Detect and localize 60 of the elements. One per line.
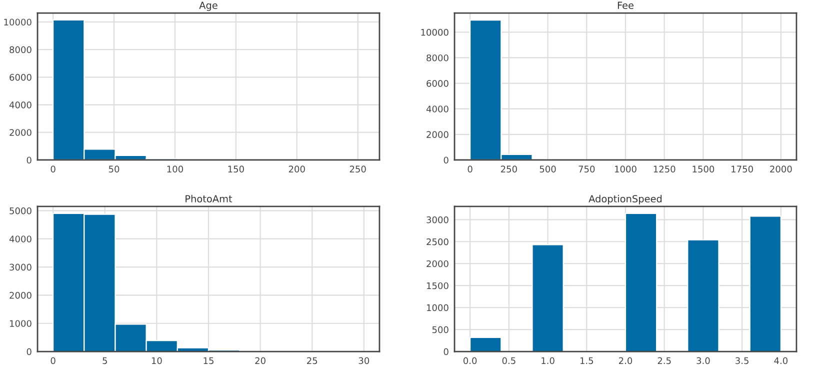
y-tick-label: 2500 — [426, 238, 448, 246]
y-tick-label: 2000 — [10, 129, 32, 136]
x-tick-label: 1500 — [692, 166, 714, 173]
x-tick-label: 0 — [50, 166, 56, 173]
y-tick-label: 2000 — [426, 131, 448, 138]
y-tick-label: 10000 — [4, 18, 32, 26]
x-tick-label: 15 — [204, 357, 214, 364]
x-tick-label: 1750 — [732, 166, 753, 173]
x-tick-label: 25 — [307, 357, 318, 364]
x-tick-label: 200 — [288, 166, 305, 173]
y-tick-label: 6000 — [10, 74, 32, 81]
x-tick-label: 50 — [108, 166, 120, 173]
x-tick-label: 250 — [350, 166, 366, 173]
y-tick-label: 0 — [444, 156, 448, 164]
x-tick-label: 2000 — [770, 166, 792, 173]
y-tick-label: 1500 — [426, 282, 448, 290]
y-tick-label: 4000 — [426, 106, 448, 112]
chart-title: Fee — [618, 2, 634, 9]
x-tick-label: 5 — [102, 357, 107, 364]
y-tick-label: 2000 — [426, 260, 448, 268]
y-tick-label: 5000 — [10, 207, 32, 214]
x-tick-label: 1000 — [615, 166, 636, 173]
y-tick-label: 8000 — [426, 54, 448, 62]
chart-title: PhotoAmt — [186, 194, 232, 202]
x-tick-label: 0 — [468, 166, 472, 173]
y-tick-label: 1000 — [426, 304, 448, 312]
x-tick-label: 3.0 — [696, 357, 710, 364]
x-tick-label: 2.0 — [618, 357, 632, 364]
x-tick-label: 1.5 — [580, 357, 594, 364]
y-tick-label: 6000 — [426, 80, 448, 87]
y-tick-label: 4000 — [9, 102, 32, 108]
x-tick-label: 30 — [358, 357, 370, 364]
y-tick-label: 1000 — [10, 320, 32, 327]
x-tick-label: 750 — [578, 166, 595, 173]
x-tick-label: 500 — [540, 166, 556, 173]
y-tick-label: 0 — [26, 348, 32, 356]
x-tick-label: 10 — [152, 357, 162, 364]
x-tick-label: 1250 — [654, 166, 676, 173]
y-tick-label: 10000 — [421, 28, 448, 36]
y-tick-label: 3000 — [10, 264, 32, 271]
x-tick-label: 0 — [50, 357, 56, 364]
chart-title: Age — [199, 2, 218, 11]
x-tick-label: 0.5 — [502, 357, 516, 364]
y-tick-label: 0 — [444, 348, 448, 356]
x-tick-label: 20 — [255, 357, 266, 364]
y-tick-label: 2000 — [10, 292, 32, 299]
x-tick-label: 3.5 — [736, 357, 748, 364]
x-tick-label: 0.0 — [463, 357, 477, 364]
y-tick-label: 0 — [26, 156, 32, 164]
x-tick-label: 250 — [500, 166, 517, 173]
chart-title: AdoptionSpeed — [588, 194, 662, 204]
y-tick-label: 500 — [432, 326, 448, 334]
x-tick-label: 150 — [228, 166, 244, 173]
y-tick-label: 3000 — [426, 216, 448, 224]
y-tick-label: 8000 — [10, 46, 32, 54]
x-tick-label: 1.0 — [542, 357, 554, 364]
x-tick-label: 100 — [167, 166, 183, 173]
x-tick-label: 2.5 — [658, 357, 671, 364]
y-tick-label: 4000 — [9, 236, 32, 242]
x-tick-label: 4.0 — [774, 357, 788, 364]
